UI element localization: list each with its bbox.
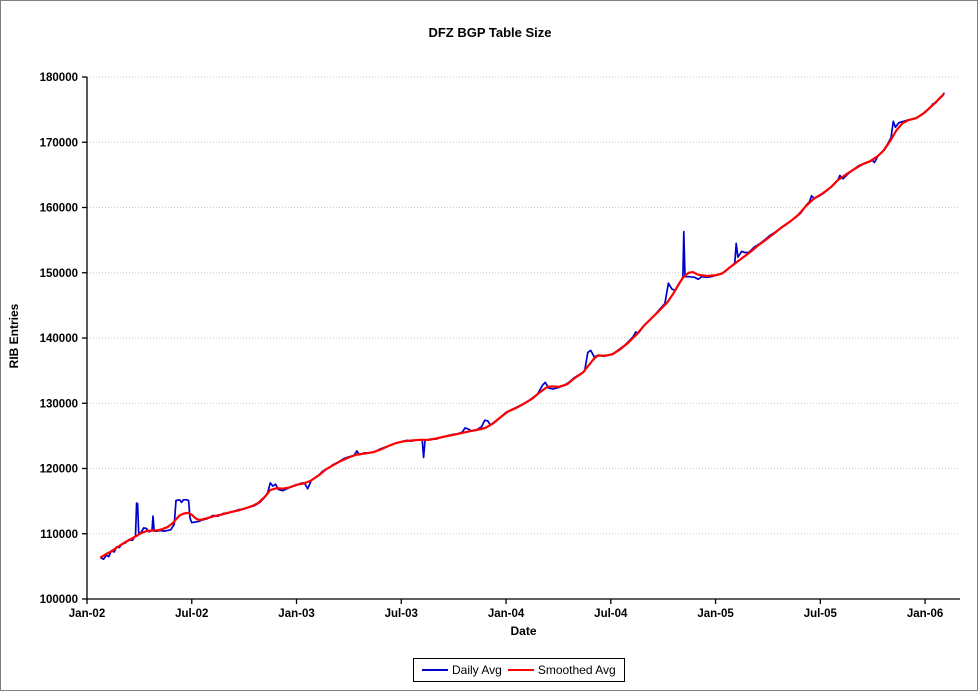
daily-avg-line-swatch: [422, 669, 448, 671]
y-tick-label: 180000: [40, 72, 78, 84]
x-tick-label: Jan-02: [69, 608, 105, 620]
x-tick-label: Jul-03: [385, 608, 418, 620]
smoothed-avg-line-swatch: [507, 669, 534, 671]
legend-label-smoothed: Smoothed Avg: [537, 663, 616, 677]
smoothed-avg-line: [99, 93, 945, 559]
y-tick-label: 150000: [40, 268, 78, 280]
y-tick-label: 170000: [40, 137, 78, 149]
x-tick-label: Jan-03: [278, 608, 314, 620]
legend-box: Daily Avg Smoothed Avg: [413, 658, 625, 682]
chart-title: DFZ BGP Table Size: [428, 25, 552, 40]
y-tick-label: 120000: [40, 464, 78, 476]
x-tick-label: Jul-04: [594, 608, 628, 620]
y-tick-label: 100000: [40, 594, 78, 606]
legend-item-smoothed: Smoothed Avg: [507, 663, 616, 677]
x-tick-label: Jul-02: [175, 608, 208, 620]
y-tick-label: 140000: [40, 333, 78, 345]
x-axis-title: Date: [510, 624, 537, 638]
x-tick-label: Jan-04: [488, 608, 525, 620]
y-tick-label: 110000: [40, 529, 78, 541]
y-tick-label: 130000: [40, 398, 78, 410]
x-tick-label: Jul-05: [804, 608, 838, 620]
x-tick-label: Jan-06: [907, 608, 943, 620]
x-tick-label: Jan-05: [697, 608, 734, 620]
daily-avg-line: [100, 92, 945, 561]
legend-label-daily: Daily Avg: [452, 663, 502, 677]
y-tick-label: 160000: [40, 203, 78, 215]
legend-item-daily: Daily Avg: [422, 663, 502, 677]
